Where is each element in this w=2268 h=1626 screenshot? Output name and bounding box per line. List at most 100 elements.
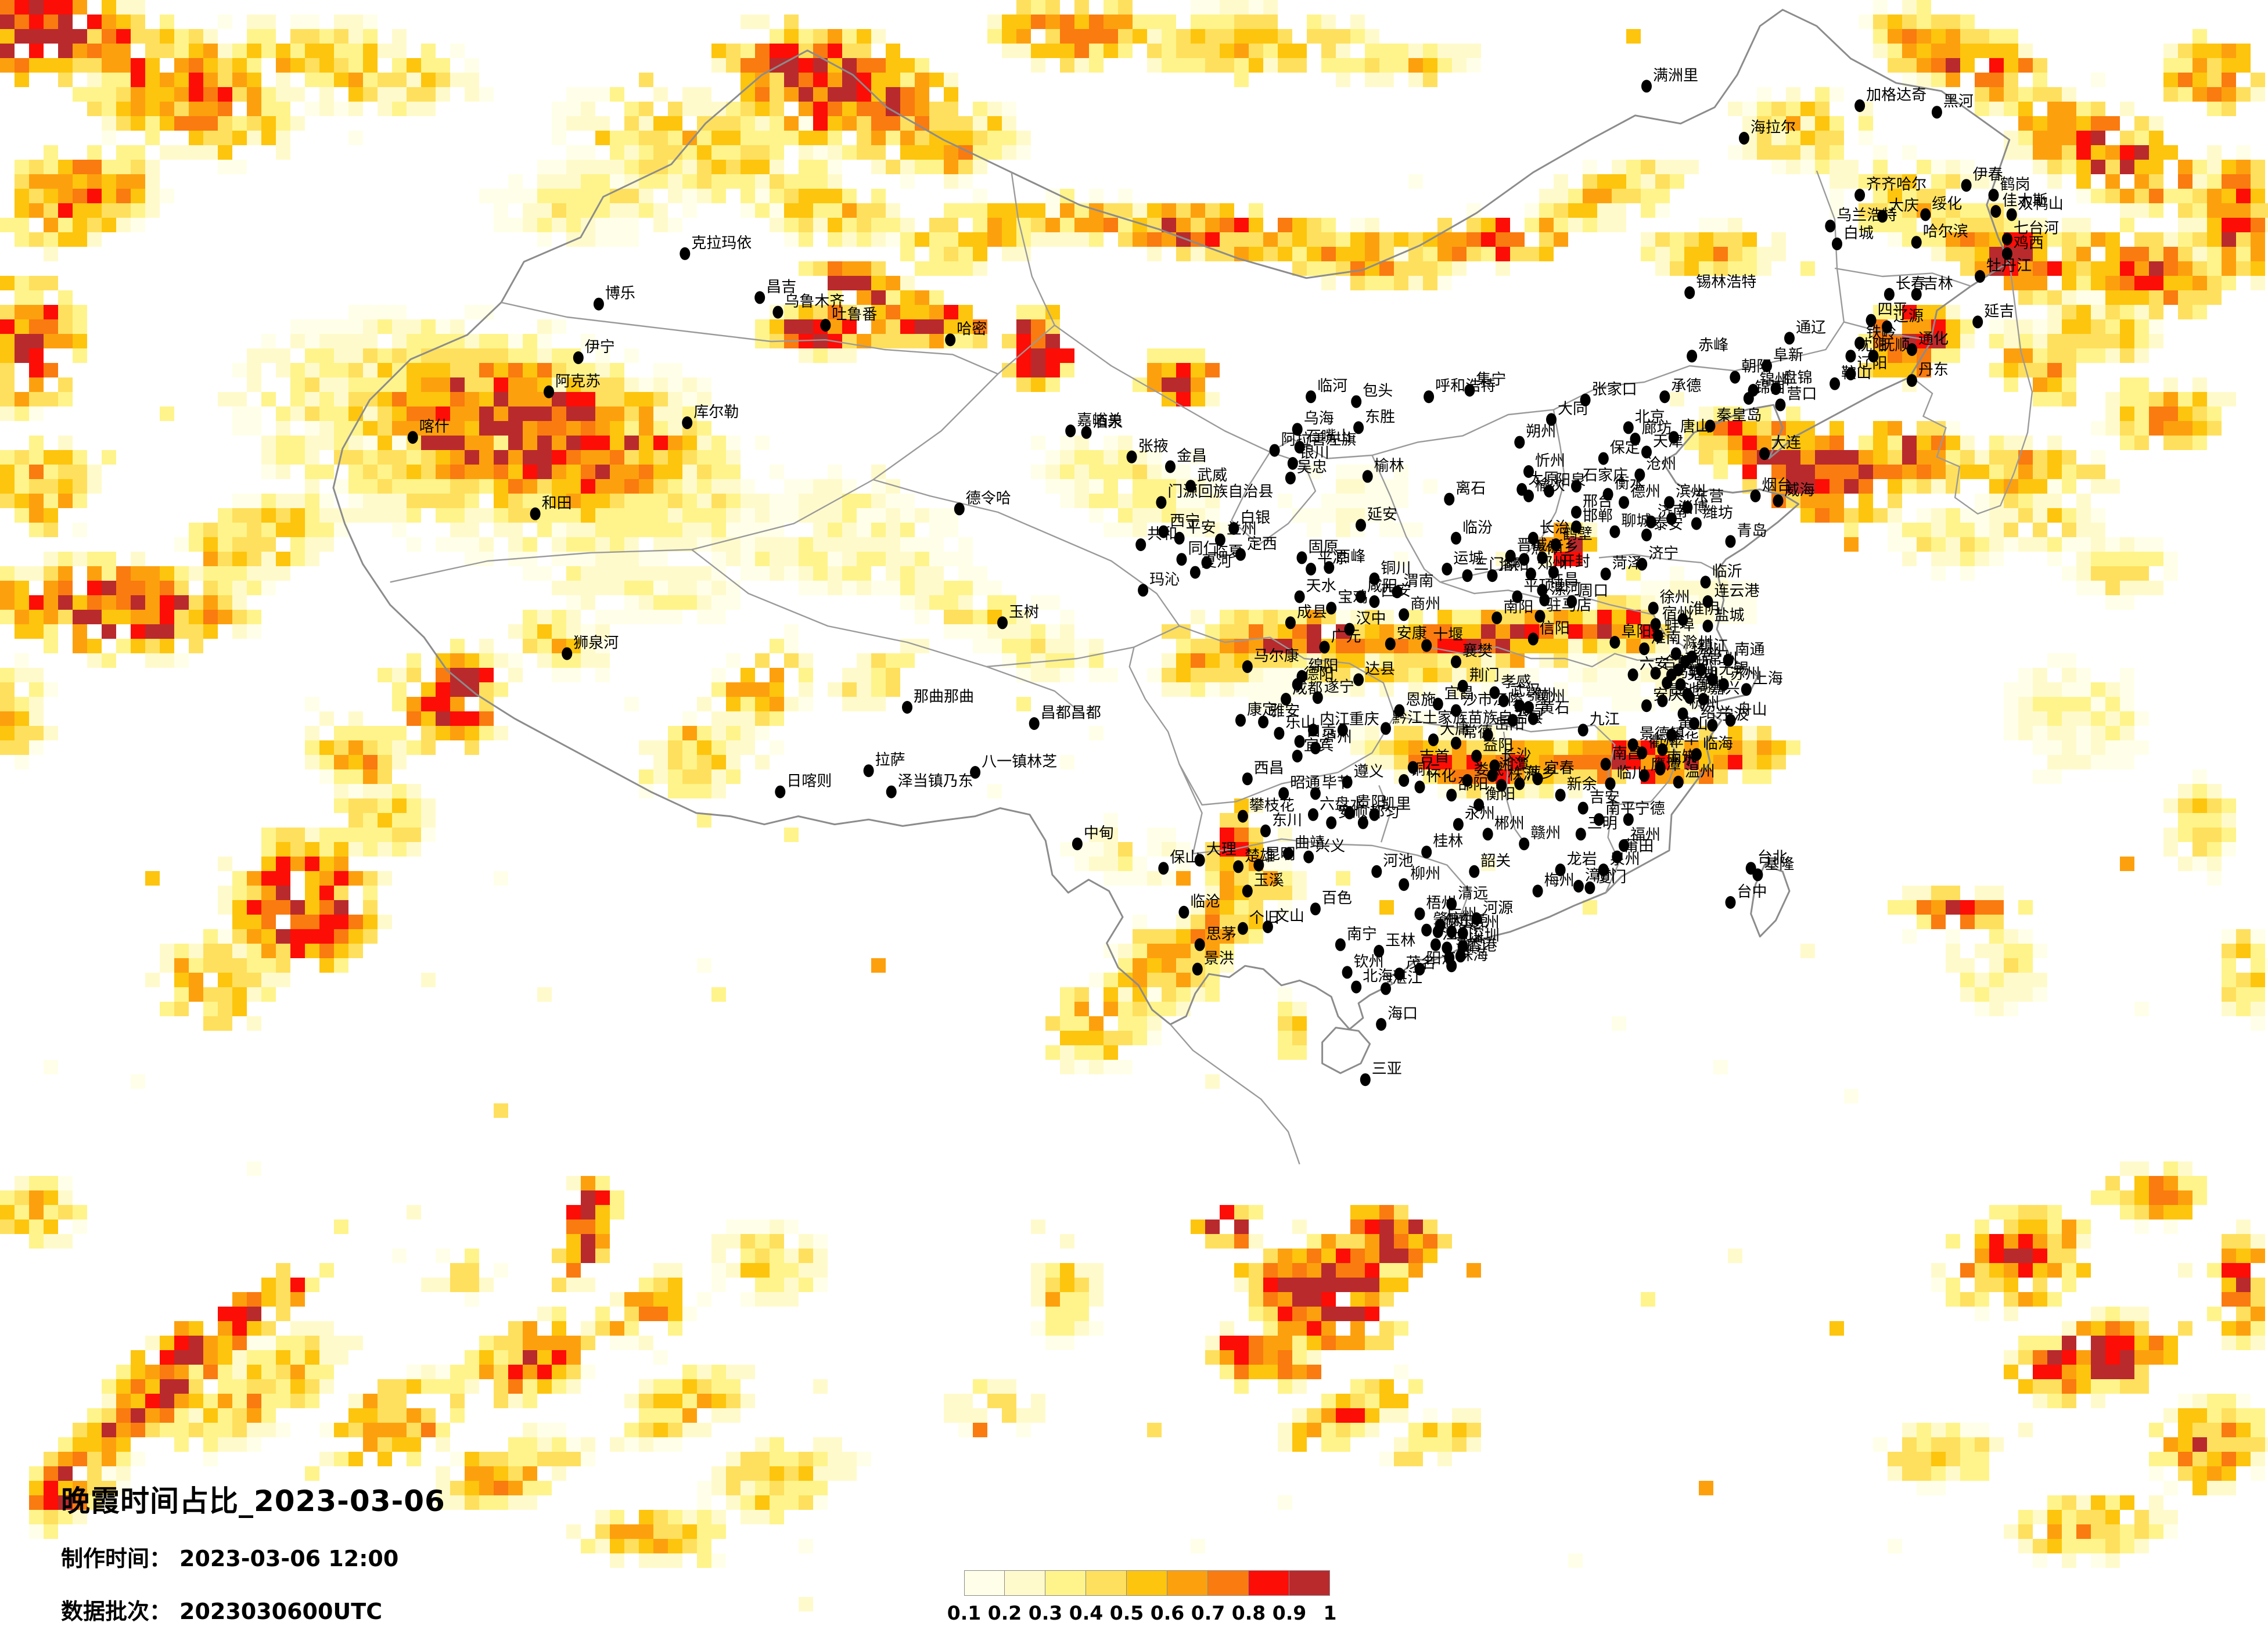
legend-label: 0.7 — [1191, 1602, 1225, 1624]
city-label: 黔江土家族苗族自治县 — [1392, 709, 1543, 726]
city-label: 青岛 — [1737, 522, 1767, 539]
city-dot — [997, 616, 1008, 629]
city-label: 临沧 — [1190, 893, 1220, 911]
city-label: 长沙 — [1501, 747, 1531, 764]
city-dot — [1233, 860, 1244, 873]
city-label: 大庆 — [1889, 197, 1919, 214]
color-legend: 0.1 0.2 0.3 0.4 0.5 0.6 0.7 0.8 0.9 1 — [947, 1570, 1336, 1625]
city-dot — [1546, 413, 1557, 426]
province-boundary — [1843, 321, 1928, 341]
city-label: 遵义 — [1354, 763, 1384, 780]
city-dot — [1498, 694, 1509, 707]
city-label: 菏泽 — [1612, 555, 1642, 572]
city-label: 锡林浩特 — [1696, 274, 1756, 291]
city-dot — [1577, 724, 1588, 737]
city-dot — [1975, 270, 1986, 283]
city-dot — [1135, 538, 1146, 551]
city-label: 咸宁 — [1519, 701, 1550, 718]
city-dot — [1294, 441, 1305, 454]
city-label: 张掖 — [1138, 438, 1169, 455]
city-label: 郴州 — [1494, 815, 1525, 832]
city-dot — [544, 385, 554, 398]
city-dot — [1537, 551, 1548, 564]
city-label: 思茅 — [1206, 926, 1237, 943]
city-label: 邵阳 — [1458, 776, 1488, 793]
city-dot — [1687, 650, 1698, 664]
city-label: 大理 — [1206, 841, 1237, 858]
city-dot — [970, 766, 981, 779]
city-dot — [1228, 522, 1239, 535]
city-dot — [1668, 431, 1679, 444]
city-label: 泰安 — [1653, 516, 1683, 533]
city-dot — [1324, 561, 1335, 574]
city-dot — [1237, 810, 1248, 823]
city-dot — [1911, 287, 1922, 301]
city-dot — [1877, 210, 1888, 223]
city-dot — [1029, 717, 1040, 730]
city-dot — [1652, 629, 1663, 642]
city-label: 齐齐哈尔 — [1866, 176, 1926, 193]
city-label: 忻州 — [1535, 452, 1565, 470]
city-dot — [1156, 496, 1167, 509]
city-dot — [1507, 714, 1518, 727]
island-outline — [1750, 864, 1791, 938]
city-label: 雅安 — [1270, 703, 1300, 720]
data-batch-value: 2023030600UTC — [179, 1599, 383, 1624]
city-dot — [1176, 553, 1187, 566]
city-label: 乌鲁木齐 — [784, 293, 844, 311]
legend-swatch-0.4 — [1086, 1570, 1127, 1596]
city-label: 白城 — [1843, 225, 1874, 242]
city-dot — [1505, 549, 1516, 563]
city-label: 柳州 — [1410, 865, 1440, 883]
city-dot — [1126, 450, 1137, 463]
city-dot — [1571, 480, 1582, 493]
city-dot — [1707, 718, 1718, 732]
city-dot — [1566, 595, 1577, 608]
production-time-row: 制作时间： 2023-03-06 12:00 — [61, 1541, 445, 1573]
city-dot — [1242, 660, 1253, 673]
city-dot — [1424, 390, 1435, 404]
city-dot — [1242, 772, 1253, 786]
city-label: 渭南 — [1404, 573, 1434, 590]
city-label: 九江 — [1590, 711, 1620, 728]
city-label: 盐城 — [1715, 607, 1745, 624]
city-label: 平顶山 — [1523, 578, 1569, 595]
city-dot — [1269, 444, 1280, 457]
city-dot — [1356, 519, 1366, 532]
city-dot — [1306, 390, 1317, 404]
city-dot — [1641, 528, 1652, 542]
city-dot — [1444, 492, 1455, 506]
city-label: 绥化 — [1932, 196, 1962, 213]
city-label: 八一镇林芝 — [982, 753, 1057, 771]
city-label: 昆明 — [1265, 846, 1295, 864]
city-dot — [1194, 938, 1205, 951]
city-dot — [1489, 686, 1500, 699]
city-label: 昌吉 — [766, 278, 796, 296]
province-boundary — [1503, 731, 1525, 843]
city-dot — [1691, 517, 1702, 530]
city-label: 基隆 — [1764, 855, 1794, 873]
city-layer: 克拉玛依博乐伊宁昌吉乌鲁木齐吐鲁番哈密库尔勒阿克苏喀什和田德令哈玉树玛沁共和西宁… — [407, 67, 2064, 1087]
city-dot — [1961, 179, 1972, 192]
city-label: 宁德 — [1635, 800, 1665, 818]
city-dot — [820, 319, 831, 332]
city-label: 延吉 — [1984, 303, 2014, 320]
city-dot — [1605, 777, 1616, 790]
city-label: 阿拉善左旗 — [1281, 431, 1357, 449]
city-label: 加格达奇 — [1866, 87, 1926, 104]
city-dot — [1845, 368, 1856, 380]
city-label: 白银 — [1240, 509, 1270, 527]
legend-swatch-0.2 — [1005, 1570, 1045, 1596]
city-dot — [1752, 868, 1763, 882]
city-label: 哈尔滨 — [1923, 223, 1968, 240]
city-dot — [1641, 445, 1652, 459]
city-label: 娄底 — [1474, 761, 1504, 779]
city-label: 台中 — [1737, 883, 1767, 901]
city-label: 钦州 — [1354, 953, 1384, 970]
legend-swatch-0.5 — [1127, 1570, 1167, 1596]
city-dot — [1369, 595, 1380, 608]
city-dot — [1666, 512, 1677, 526]
city-dot — [1158, 525, 1169, 538]
city-dot — [1612, 850, 1623, 864]
city-dot — [1381, 722, 1391, 735]
